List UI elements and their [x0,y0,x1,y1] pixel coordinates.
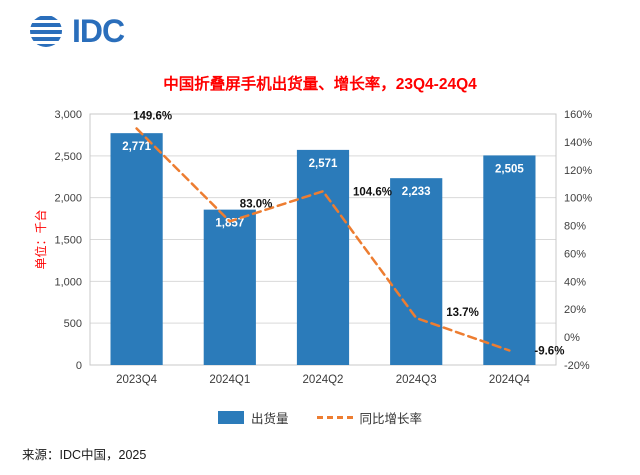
right-axis-tick: 120% [564,165,592,177]
legend-bar-swatch [217,411,244,424]
bar [483,155,536,365]
growth-value-label: -9.6% [534,345,564,357]
bar-value-label: 2,233 [402,186,431,198]
x-axis-label: 2024Q4 [489,374,531,386]
right-axis-tick: 40% [564,276,586,288]
idc-logo: IDC [26,12,125,50]
bar-value-label: 2,505 [495,163,524,175]
bar [390,178,443,365]
bar-value-label: 2,771 [122,141,151,153]
bar [110,133,163,365]
legend-item-growth: 同比增长率 [316,408,423,427]
x-axis-label: 2023Q4 [116,374,158,386]
legend-item-shipments: 出货量 [217,408,289,427]
left-axis-title: 单位：千台 [33,209,48,269]
x-axis-label: 2024Q1 [209,374,250,386]
combo-chart: 0 500 1,000 1,500 2,000 2,500 3,000 -20% 0% 20% 40… [33,109,592,386]
right-axis-tick: 100% [564,193,592,205]
right-axis-tick: 60% [564,248,586,260]
right-axis-tick: 80% [564,221,586,233]
left-axis-tick: 500 [64,318,82,330]
legend-line-swatch [316,416,353,419]
growth-line [135,127,511,352]
left-axis-tick: 2,500 [54,151,82,163]
idc-globe-icon [30,16,62,47]
right-axis-tick: 140% [564,137,592,149]
chart-legend: 出货量 同比增长率 [0,408,640,427]
growth-value-label: 104.6% [353,186,392,198]
right-axis-tick: 20% [564,304,586,316]
legend-line-label: 同比增长率 [359,412,423,426]
right-axis-tick: -20% [564,360,590,372]
left-axis-tick: 1,500 [54,235,82,247]
bar-value-label: 1,857 [215,218,244,230]
idc-logo-text: IDC [72,13,125,49]
bar-value-label: 2,571 [309,158,338,170]
source-note: 来源：IDC中国，2025 [22,448,147,462]
growth-value-label: 13.7% [446,307,479,319]
right-axis-tick: 160% [564,109,592,121]
left-axis-tick: 2,000 [54,193,82,205]
chart-area: 0 500 1,000 1,500 2,000 2,500 3,000 -20% 0% 20% 40… [30,98,610,403]
bar [296,149,350,365]
x-axis-label: 2024Q3 [396,374,437,386]
right-axis-tick: 0% [564,332,580,344]
chart-title: 中国折叠屏手机出货量、增长率，23Q4-24Q4 [163,76,477,93]
legend-bar-label: 出货量 [250,412,289,426]
x-axis-label: 2024Q2 [303,374,344,386]
growth-value-label: 149.6% [133,111,172,123]
left-axis-tick: 0 [76,360,82,372]
left-axis-tick: 1,000 [54,276,82,288]
left-axis-tick: 3,000 [54,109,82,121]
bar [203,209,256,365]
growth-value-label: 83.0% [240,198,273,210]
